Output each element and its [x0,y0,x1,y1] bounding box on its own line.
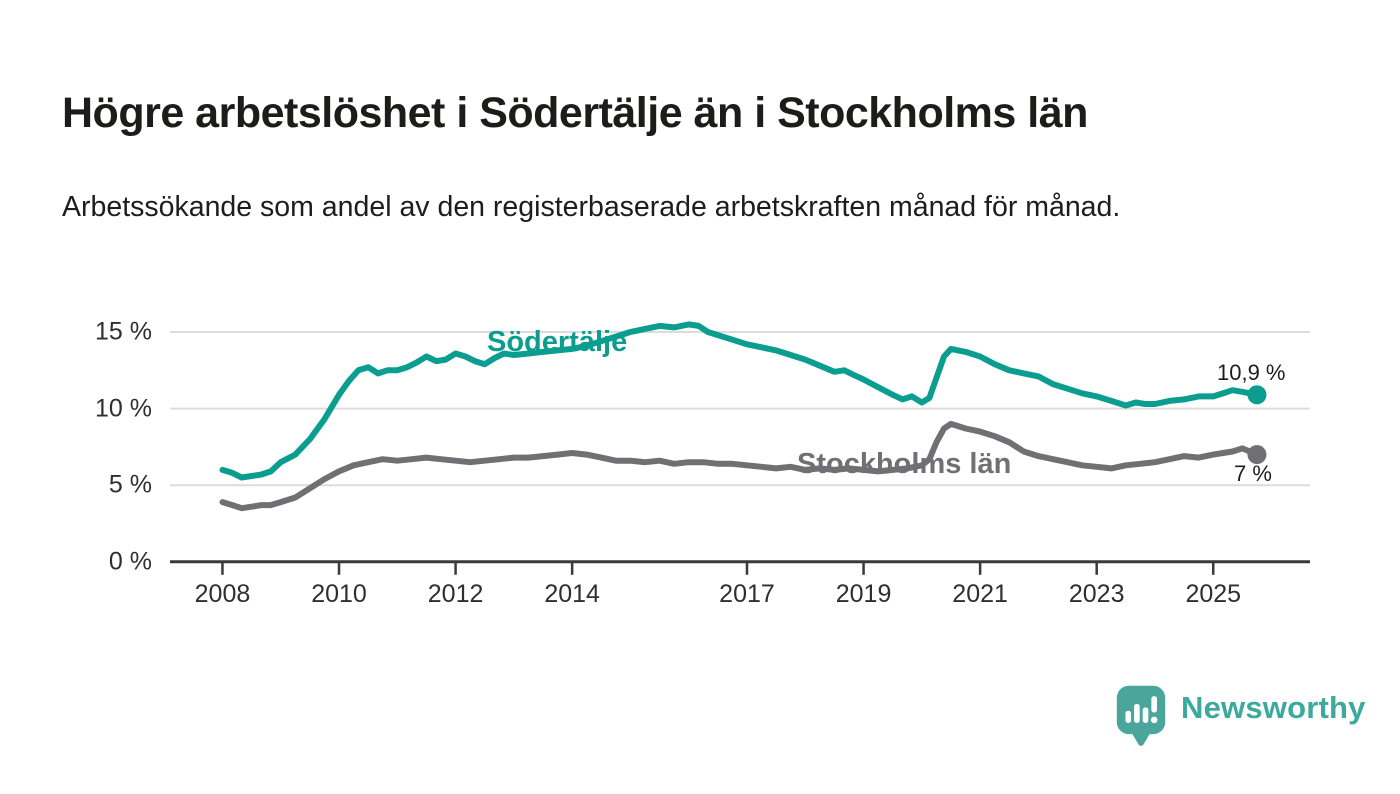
x-tick-label: 2010 [311,580,367,608]
x-tick-label: 2017 [719,580,775,608]
page-subtitle: Arbetssökande som andel av den registerb… [62,190,1121,223]
x-tick-label: 2021 [952,580,1008,608]
x-tick-label: 2008 [194,580,251,608]
y-tick-label: 15 % [95,317,152,346]
page-title: Högre arbetslöshet i Södertälje än i Sto… [62,88,1088,137]
brand-footer: Newsworthy [1115,684,1366,748]
x-tick-label: 2019 [835,580,892,608]
series-label-stockholms-lan: Stockholms län [797,448,1012,480]
x-tick-label: 2012 [427,580,484,608]
brand-name: Newsworthy [1181,690,1366,725]
end-dot-stockholms-lan [1247,445,1267,465]
series-line-sodertalje [219,321,1260,481]
series-line-stockholms-lan [219,420,1260,512]
series-label-sodertalje: Södertälje [487,326,628,358]
x-tick-label: 2014 [544,580,600,608]
y-tick-label: 5 % [108,470,152,499]
end-value-label-sodertalje: 10,9 % [1217,360,1286,385]
end-value-label-stockholms-lan: 7 % [1234,461,1272,486]
y-tick-label: 10 % [95,394,152,423]
y-tick-label: 0 % [108,547,152,576]
x-tick-label: 2025 [1185,580,1242,608]
x-tick-label: 2023 [1068,580,1125,608]
end-dot-sodertalje [1247,385,1267,405]
newsworthy-logo-icon [1116,685,1166,747]
